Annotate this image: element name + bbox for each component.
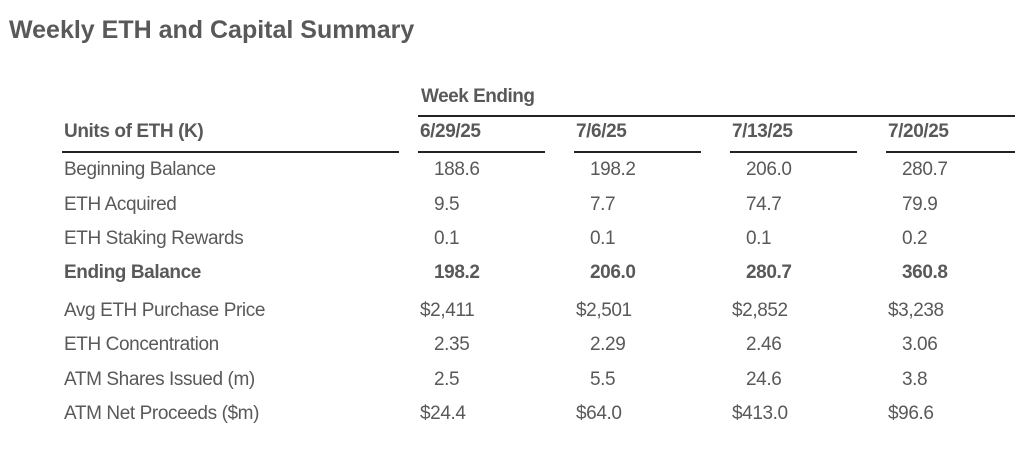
table-cell: 7.7 [590,194,616,215]
table-cell: $2,411 [420,300,475,321]
row-label-beginning-balance: Beginning Balance [64,159,216,180]
table-cell: $2,852 [732,300,788,321]
table-cell: 198.2 [434,262,480,283]
row-label-avg-eth-purchase-price: Avg ETH Purchase Price [64,300,265,321]
table-cell: $24.4 [420,403,466,424]
week-ending-header: Week Ending [421,86,535,107]
column-underline-3 [730,151,857,153]
row-label-eth-acquired: ETH Acquired [64,194,177,215]
table-cell: 280.7 [902,159,948,180]
row-label-eth-staking-rewards: ETH Staking Rewards [64,228,244,249]
table-cell: 79.9 [902,194,938,215]
column-underline-2 [574,151,701,153]
column-underline-4 [886,151,1015,153]
table-cell: 24.6 [746,369,782,390]
table-cell: 3.8 [902,369,928,390]
row-label-ending-balance: Ending Balance [64,262,201,283]
table-cell: $2,501 [576,300,632,321]
table-cell: 198.2 [590,159,636,180]
table-cell: 0.1 [434,228,460,249]
table-cell: 0.1 [746,228,772,249]
table-cell: $64.0 [576,403,622,424]
table-cell: 74.7 [746,194,782,215]
row-header-label: Units of ETH (K) [64,121,204,142]
row-label-atm-net-proceeds: ATM Net Proceeds ($m) [64,403,260,424]
row-label-eth-concentration: ETH Concentration [64,334,219,355]
column-header-4: 7/20/25 [888,121,949,142]
table-cell: 3.06 [902,334,938,355]
column-header-3: 7/13/25 [732,121,793,142]
table-cell: 280.7 [746,262,792,283]
table-cell: $413.0 [732,403,788,424]
table-cell: 360.8 [902,262,948,283]
table-cell: 2.29 [590,334,626,355]
table-cell: 2.5 [434,369,460,390]
table-cell: 0.2 [902,228,928,249]
table-cell: 0.1 [590,228,616,249]
week-ending-underline [418,115,1015,117]
row-header-underline [62,151,399,153]
column-header-2: 7/6/25 [576,121,627,142]
table-cell: 9.5 [434,194,460,215]
table-cell: 2.46 [746,334,782,355]
table-cell: 5.5 [590,369,616,390]
table-cell: 206.0 [590,262,636,283]
table-cell: $96.6 [888,403,934,424]
page-title: Weekly ETH and Capital Summary [9,16,415,44]
table-cell: 2.35 [434,334,470,355]
table-cell: 206.0 [746,159,792,180]
table-cell: 188.6 [434,159,480,180]
row-label-atm-shares-issued: ATM Shares Issued (m) [64,369,255,390]
column-header-1: 6/29/25 [420,121,481,142]
table-cell: $3,238 [888,300,944,321]
column-underline-1 [418,151,545,153]
